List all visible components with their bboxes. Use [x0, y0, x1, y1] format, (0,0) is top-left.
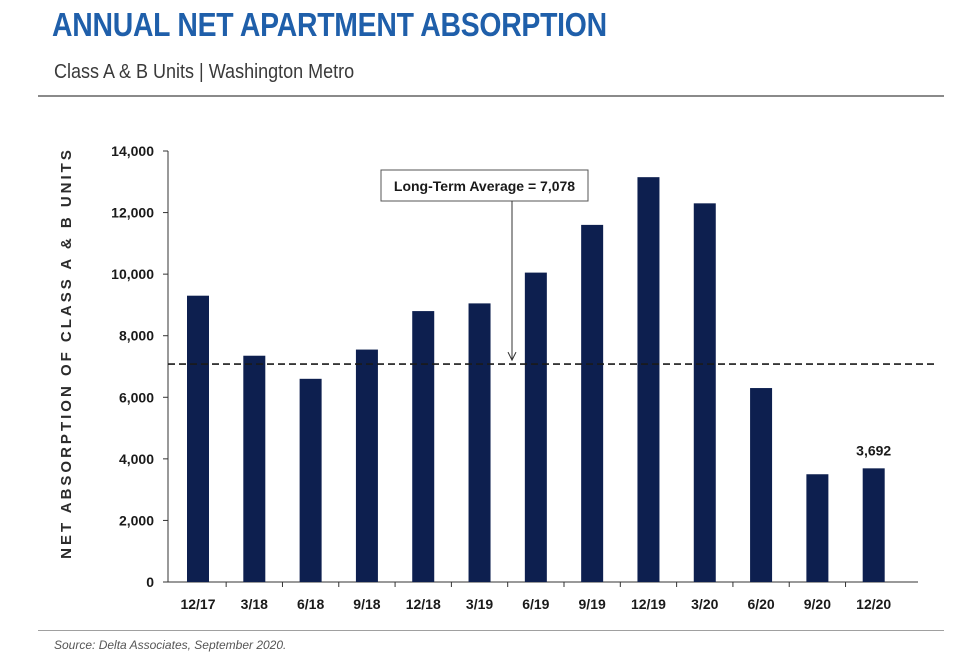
y-tick-label: 12,000 [111, 205, 154, 221]
x-tick-label: 6/18 [297, 596, 324, 612]
y-tick-label: 10,000 [111, 266, 154, 282]
callout-arrow-head [507, 351, 517, 362]
y-tick-label: 6,000 [119, 389, 154, 405]
bar-3-19 [468, 303, 491, 582]
x-tick-label: 12/20 [856, 596, 891, 612]
x-tick-label: 6/20 [747, 596, 774, 612]
y-tick-label: 4,000 [119, 451, 154, 467]
x-tick-label: 12/18 [406, 596, 441, 612]
y-axis-title: NET ABSORPTION OF CLASS A & B UNITS [58, 147, 75, 559]
x-tick-label: 3/18 [241, 596, 268, 612]
x-tick-label: 12/17 [180, 596, 215, 612]
bar-3-20 [693, 203, 716, 583]
x-tick-label: 3/19 [466, 596, 493, 612]
y-tick-label: 14,000 [111, 143, 154, 159]
y-tick-label: 2,000 [119, 512, 154, 528]
footer-divider [38, 630, 944, 631]
chart-title: ANNUAL NET APARTMENT ABSORPTION [52, 6, 607, 43]
chart-subtitle: Class A & B Units | Washington Metro [54, 61, 355, 83]
bar-3-18 [243, 355, 266, 582]
bar-6-18 [299, 378, 322, 582]
x-tick-label: 9/20 [804, 596, 831, 612]
y-tick-label: 8,000 [119, 328, 154, 344]
y-tick-label: 0 [146, 574, 154, 590]
average-callout-box [380, 169, 589, 202]
bar-9-18 [355, 349, 378, 582]
x-tick-label: 3/20 [691, 596, 718, 612]
source-note: Source: Delta Associates, September 2020… [54, 638, 287, 652]
x-tick-label: 12/19 [631, 596, 666, 612]
bar-12-17 [187, 295, 209, 582]
x-tick-label: 9/18 [353, 596, 380, 612]
bar-12-20 [862, 468, 885, 582]
bar-chart: 0 2,000 4,000 6,000 8,000 10,000 12,000 14,000 N… [58, 143, 938, 612]
x-tick-label: 6/19 [522, 596, 549, 612]
bar-6-19 [524, 272, 547, 582]
data-label: 3,692 [856, 442, 891, 458]
bar-6-20 [750, 388, 773, 582]
average-callout-label: Long-Term Average = 7,078 [394, 178, 575, 194]
bar-12-19 [637, 177, 660, 583]
bar-12-18 [412, 311, 435, 582]
bar-9-19 [581, 224, 604, 582]
bar-9-20 [806, 474, 829, 582]
header-divider [38, 95, 944, 97]
x-tick-label: 9/19 [579, 596, 606, 612]
